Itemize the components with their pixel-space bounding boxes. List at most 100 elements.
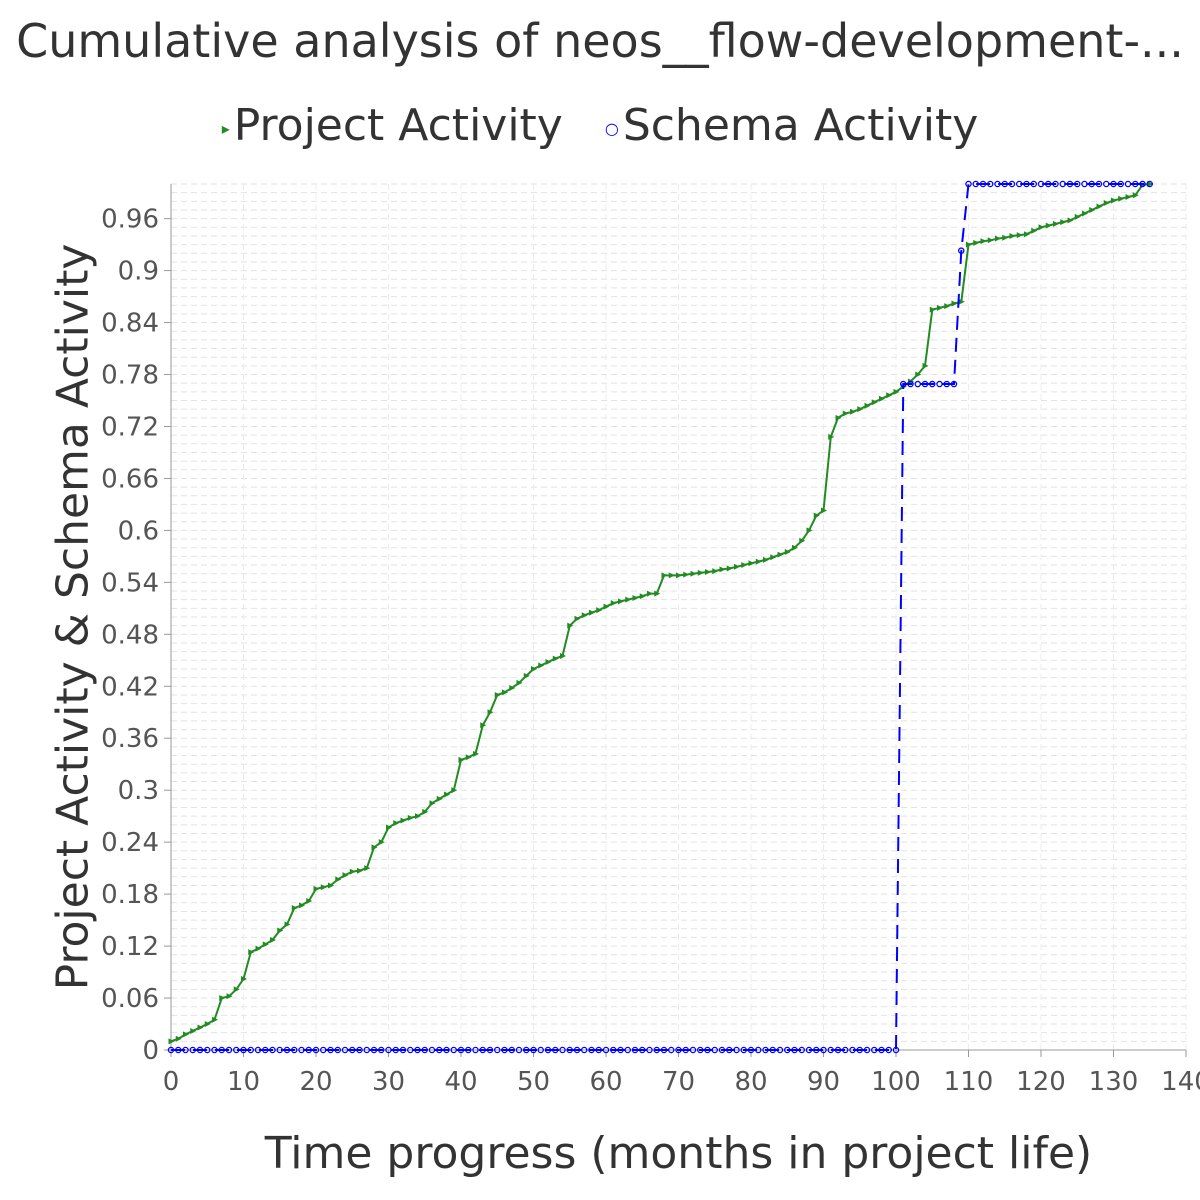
data-point-project-activity — [429, 800, 436, 807]
data-point-project-activity — [502, 689, 508, 696]
legend-label-schema-activity: Schema Activity — [622, 100, 979, 151]
x-tick-label: 110 — [944, 1067, 994, 1097]
data-point-schema-activity — [813, 1046, 820, 1054]
data-point-schema-activity — [305, 1046, 312, 1054]
data-point-project-activity — [451, 787, 458, 794]
legend-marker-triangle: ▸ — [221, 118, 230, 138]
data-point-project-activity — [871, 399, 878, 406]
data-point-project-activity — [937, 304, 943, 311]
data-point-schema-activity — [457, 1046, 465, 1054]
y-tick-label: 0.06 — [101, 984, 159, 1014]
data-point-project-activity — [458, 756, 465, 763]
data-point-project-activity — [734, 563, 740, 570]
data-point-project-activity — [487, 709, 494, 716]
data-point-schema-activity — [958, 247, 965, 254]
data-point-schema-activity — [1052, 180, 1059, 188]
data-point-project-activity — [552, 655, 559, 662]
data-point-schema-activity — [581, 1046, 588, 1054]
data-point-schema-activity — [254, 1046, 262, 1054]
data-point-project-activity — [248, 949, 255, 956]
data-point-project-activity — [494, 691, 501, 698]
data-point-project-activity — [1024, 231, 1030, 238]
data-point-project-activity — [1067, 217, 1074, 224]
y-tick-label: 0.66 — [101, 464, 159, 494]
data-point-project-activity — [980, 238, 987, 245]
data-point-schema-activity — [240, 1046, 247, 1054]
data-point-schema-activity — [704, 1046, 711, 1054]
data-point-project-activity — [792, 544, 798, 551]
data-point-schema-activity — [464, 1046, 472, 1054]
data-point-project-activity — [1045, 222, 1052, 229]
data-point-schema-activity — [820, 1046, 827, 1054]
grid — [170, 183, 1187, 1051]
data-point-project-activity — [168, 1038, 175, 1045]
data-point-schema-activity — [639, 1046, 646, 1054]
data-point-schema-activity — [624, 1046, 632, 1054]
data-point-schema-activity — [1110, 180, 1117, 188]
data-point-project-activity — [886, 392, 893, 399]
data-point-schema-activity — [385, 1046, 392, 1054]
data-point-project-activity — [262, 941, 269, 948]
data-point-project-activity — [473, 750, 479, 757]
tick-labels: 0 10 20 30 40 50 60 70 80 90 100 110 120 130 140 0 0.06 0… — [101, 205, 1200, 1097]
series-line-project-activity — [170, 183, 1150, 1043]
data-point-schema-activity — [211, 1046, 218, 1054]
data-point-project-activity — [1002, 234, 1009, 241]
data-point-schema-activity — [1124, 180, 1132, 188]
data-point-project-activity — [618, 598, 624, 605]
y-tick-label: 0.72 — [101, 412, 159, 442]
data-point-project-activity — [560, 652, 566, 659]
data-point-schema-activity — [174, 1046, 182, 1054]
data-point-project-activity — [828, 433, 835, 440]
data-point-project-activity — [726, 565, 733, 572]
data-point-schema-activity — [1117, 180, 1125, 188]
data-point-schema-activity — [646, 1046, 653, 1054]
data-point-schema-activity — [479, 1046, 486, 1054]
data-point-schema-activity — [588, 1046, 595, 1054]
data-point-project-activity — [175, 1035, 182, 1042]
data-point-project-activity — [857, 406, 864, 413]
y-tick-label: 0.48 — [101, 620, 159, 650]
data-point-schema-activity — [943, 380, 951, 388]
y-tick-label: 0.24 — [101, 828, 159, 858]
data-point-project-activity — [632, 594, 639, 601]
data-point-schema-activity — [740, 1046, 748, 1054]
data-point-project-activity — [668, 572, 675, 579]
data-point-schema-activity — [276, 1046, 283, 1054]
data-point-project-activity — [893, 388, 900, 395]
data-point-project-activity — [407, 814, 414, 821]
data-point-schema-activity — [261, 1046, 269, 1054]
data-point-schema-activity — [348, 1046, 356, 1054]
data-point-project-activity — [647, 590, 653, 597]
data-point-project-activity — [973, 239, 980, 246]
data-point-project-activity — [813, 512, 820, 519]
data-point-schema-activity — [914, 380, 922, 388]
data-point-schema-activity — [370, 1046, 378, 1054]
data-point-project-activity — [523, 672, 530, 679]
data-point-schema-activity — [878, 1046, 885, 1054]
data-point-schema-activity — [718, 1046, 726, 1054]
y-tick-label: 0.96 — [101, 205, 159, 235]
data-point-schema-activity — [856, 1046, 864, 1054]
data-point-schema-activity — [247, 1046, 254, 1054]
data-point-schema-activity — [653, 1046, 661, 1054]
x-tick-label: 130 — [1089, 1067, 1139, 1097]
data-point-schema-activity — [668, 1046, 675, 1054]
data-point-project-activity — [436, 795, 443, 802]
data-point-schema-activity — [232, 1046, 240, 1054]
data-point-project-activity — [995, 235, 1001, 242]
data-point-schema-activity — [363, 1046, 370, 1054]
data-point-schema-activity — [979, 180, 987, 188]
data-point-schema-activity — [595, 1046, 603, 1054]
legend-label-project-activity: Project Activity — [233, 100, 563, 151]
data-point-project-activity — [712, 568, 719, 575]
data-point-schema-activity — [1016, 180, 1023, 188]
data-point-schema-activity — [965, 180, 972, 188]
data-point-schema-activity — [950, 380, 958, 388]
data-point-schema-activity — [167, 1046, 175, 1054]
axes — [164, 184, 1187, 1057]
data-point-schema-activity — [189, 1046, 196, 1054]
data-point-schema-activity — [1132, 180, 1139, 188]
x-tick-label: 20 — [299, 1067, 332, 1097]
data-point-project-activity — [190, 1027, 197, 1034]
